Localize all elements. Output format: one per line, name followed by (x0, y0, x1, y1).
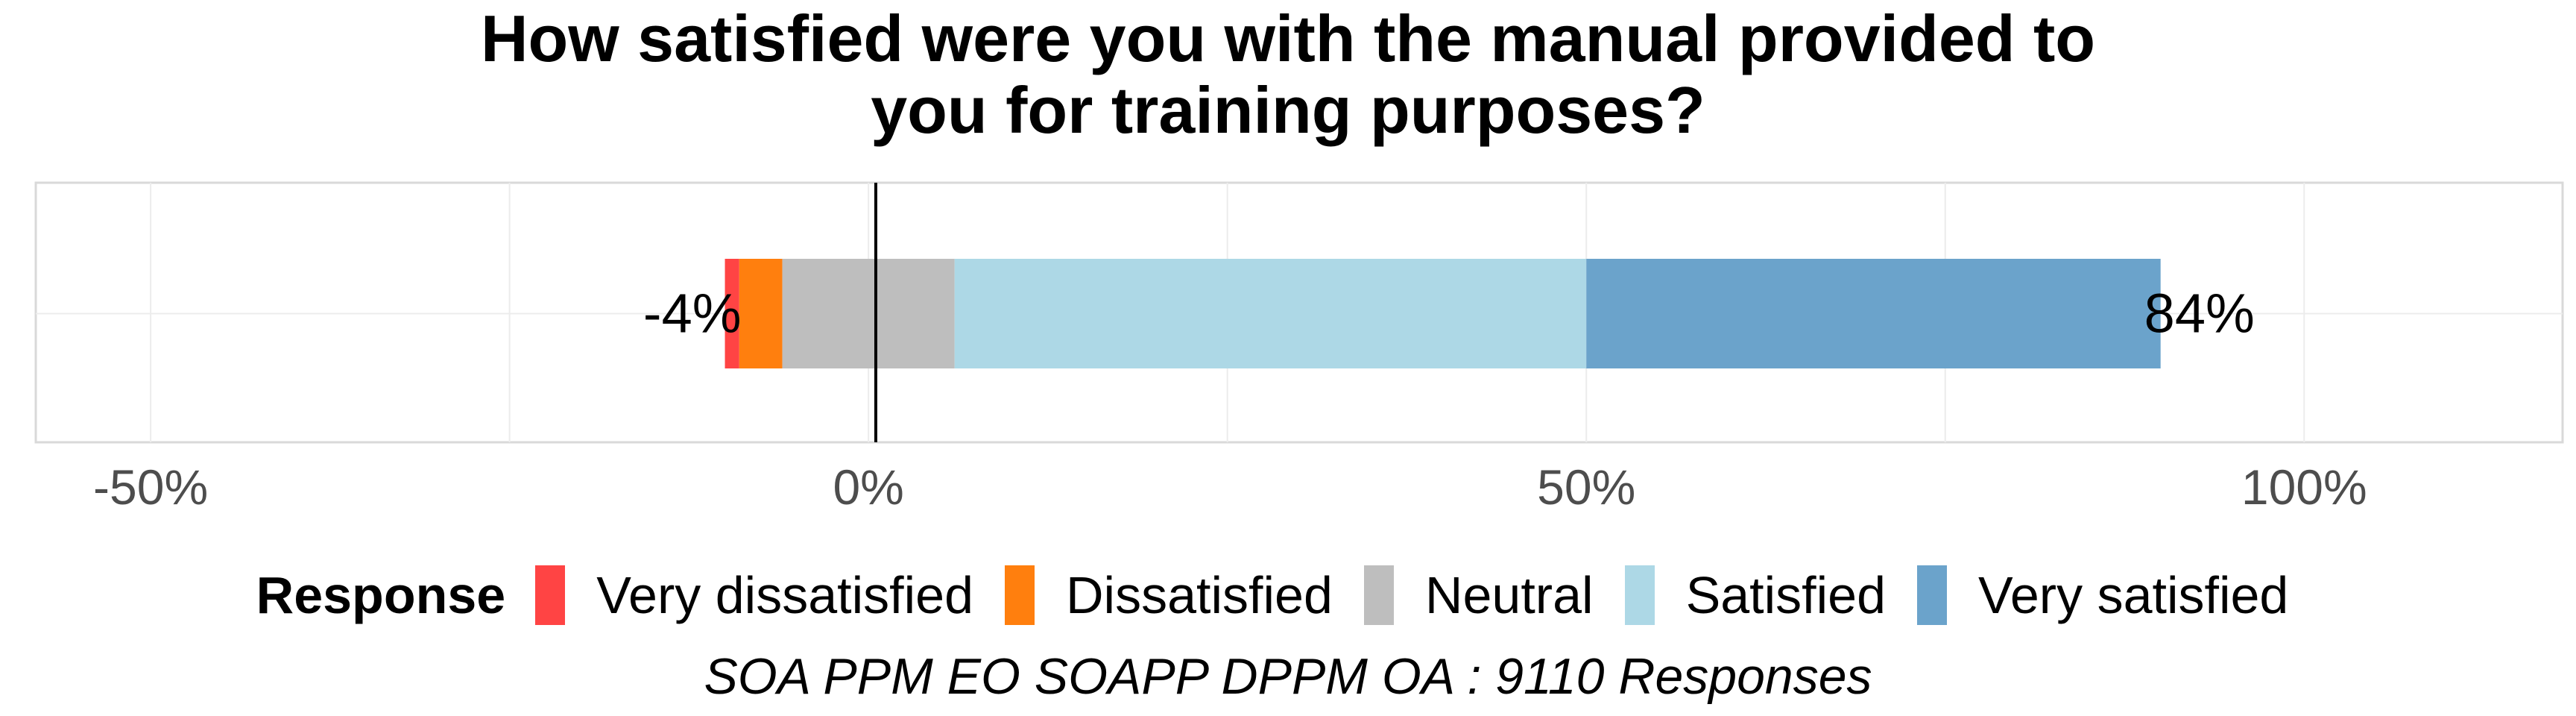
legend-items: Very dissatisfied Dissatisfied Neutral Sati… (535, 565, 2320, 625)
legend: Response Very dissatisfied Dissatisfied Ne… (0, 565, 2576, 625)
data-labels: -4% 84% (643, 283, 2255, 345)
legend-item-neutral: Neutral (1363, 565, 1594, 625)
legend-label: Satisfied (1685, 566, 1887, 624)
bar-segments (724, 259, 2161, 368)
chart-caption: SOA PPM EO SOAPP DPPM OA : 9110 Response… (704, 648, 1872, 705)
legend-item-very-satisfied: Very satisfied (1917, 565, 2288, 625)
legend-swatch (1917, 565, 1948, 625)
data-label: -4% (643, 283, 742, 345)
bar-segment-dissatisfied (739, 259, 783, 368)
legend-label: Dissatisfied (1066, 566, 1333, 624)
legend-swatch (1363, 565, 1394, 625)
legend-item-dissatisfied: Dissatisfied (1005, 565, 1333, 625)
legend-swatch (535, 565, 566, 625)
x-tick-label: 50% (1537, 459, 1635, 515)
legend-item-very-dissatisfied: Very dissatisfied (535, 565, 973, 625)
x-tick-label: -50% (93, 459, 208, 515)
chart-title-line-1: How satisfied were you with the manual p… (480, 1, 2096, 75)
bar-chart: -4% 84% -50% 0% 50% 100% (34, 181, 2564, 515)
legend-swatch (1005, 565, 1035, 625)
legend-item-satisfied: Satisfied (1624, 565, 1887, 625)
legend-swatch (1624, 565, 1655, 625)
bar-segment-neutral (782, 259, 955, 368)
legend-label: Neutral (1424, 566, 1594, 624)
chart-title: How satisfied were you with the manual p… (0, 3, 2576, 146)
bar-segment-very-satisfied (1586, 259, 2161, 368)
legend-title: Response (256, 566, 506, 624)
legend-label: Very dissatisfied (596, 566, 973, 624)
legend-label: Very satisfied (1978, 566, 2289, 624)
x-axis-ticks: -50% 0% 50% 100% (93, 459, 2367, 515)
x-tick-label: 100% (2241, 459, 2367, 515)
bar-segment-satisfied (954, 259, 1587, 368)
x-tick-label: 0% (833, 459, 903, 515)
data-label: 84% (2144, 283, 2255, 345)
chart-title-line-2: you for training purposes? (871, 73, 1705, 147)
bar-segment-very-dissatisfied (724, 259, 739, 368)
